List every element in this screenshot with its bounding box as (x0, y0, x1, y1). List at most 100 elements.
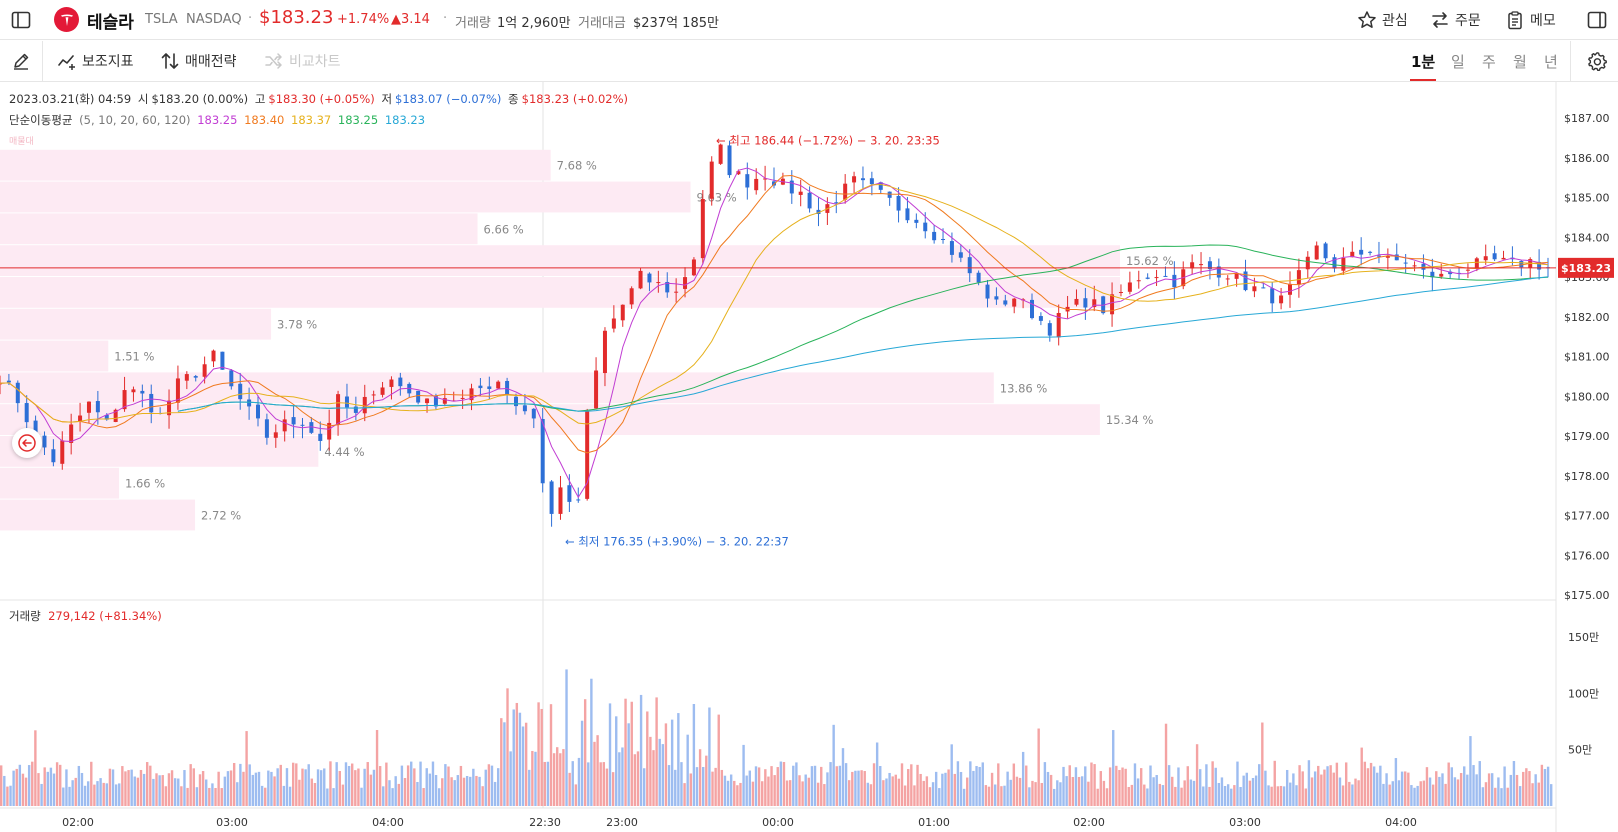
volume-bar (1531, 783, 1534, 806)
candle-body (949, 241, 954, 255)
volume-bar (388, 780, 391, 806)
volume-bar (978, 766, 981, 806)
period-tab-1min[interactable]: 1분 (1411, 53, 1436, 71)
right-panel-toggle-icon[interactable] (1585, 8, 1609, 32)
candle-body (1243, 271, 1248, 291)
volume-bar (1065, 776, 1068, 806)
volume-bar (910, 764, 913, 806)
price-chart[interactable]: 7.68 %9.63 %6.66 %15.62 %3.78 %1.51 %13.… (0, 82, 1618, 832)
gear-icon[interactable] (1585, 49, 1609, 73)
strategy-button[interactable]: 매매전략 (161, 50, 237, 72)
volume-bar (1534, 774, 1537, 806)
volume-bar (1233, 785, 1236, 806)
volume-bar (518, 712, 522, 806)
candle-body (389, 379, 394, 387)
volume-bar (692, 704, 696, 806)
time-axis-tick: 22:30 (529, 816, 561, 829)
volume-bar (1267, 785, 1270, 806)
current-price: $183.23 (259, 7, 334, 28)
volume-bar (1360, 747, 1363, 806)
volume-bar (1108, 767, 1112, 806)
period-tab-year[interactable]: 년 (1544, 53, 1558, 71)
volume-bar (1018, 777, 1022, 806)
ma5-value: 183.25 (197, 113, 238, 127)
volume-bar (1217, 782, 1221, 806)
volume-bar (1028, 787, 1031, 806)
volume-bar (894, 774, 897, 806)
volume-bar (149, 765, 152, 806)
volume-bar (863, 771, 866, 806)
candle-body (327, 422, 332, 440)
candle-body (763, 178, 768, 180)
volume-bar (925, 776, 929, 806)
volume-bar (615, 716, 618, 806)
volume-bar (1419, 781, 1422, 806)
candle-body (638, 270, 643, 289)
volume-bar (782, 761, 786, 806)
volume-bar (1226, 784, 1230, 806)
volume-bar (1500, 788, 1503, 806)
candle-body (353, 406, 358, 413)
volume-bar (565, 669, 568, 806)
volume-bar (1189, 779, 1193, 806)
candle-body (256, 404, 260, 419)
volume-bar (897, 778, 901, 806)
volume-bar (1484, 782, 1488, 806)
period-tab-month[interactable]: 월 (1513, 53, 1527, 71)
volume-bar (192, 768, 195, 806)
volume-bar (139, 769, 143, 806)
candle-body (1030, 299, 1034, 319)
volume-bar (779, 761, 783, 806)
candle-body (896, 195, 901, 211)
memo-button[interactable]: 메모 (1505, 8, 1556, 32)
volume-profile-bar (0, 404, 1100, 435)
volume-bar (969, 761, 972, 806)
volume-bar (950, 744, 953, 806)
volume-profile-label: 15.62 % (1126, 254, 1174, 268)
volume-bar (1382, 783, 1385, 806)
volume-bar (385, 762, 388, 806)
volume-bar (1180, 787, 1183, 806)
volume-bar (18, 764, 22, 806)
volume-bar (37, 773, 40, 806)
volume-bar (832, 724, 835, 806)
candle-body (336, 394, 341, 425)
volume-bar (173, 778, 177, 806)
volume-bar (1127, 786, 1130, 806)
volume-bar (394, 776, 397, 806)
volume-bar (1515, 774, 1519, 806)
candle-body (131, 389, 136, 393)
candle-body (798, 191, 803, 195)
indicators-button[interactable]: 보조지표 (58, 50, 134, 72)
volume-bar (757, 767, 761, 806)
watchlist-button[interactable]: 관심 (1357, 8, 1408, 32)
volume-bar (344, 762, 348, 806)
time-axis-tick: 00:00 (762, 816, 794, 829)
volume-bar (664, 723, 668, 806)
volume-bar (1379, 765, 1382, 806)
volume-bar (804, 774, 807, 806)
candle-body (878, 182, 883, 190)
left-panel-toggle-icon[interactable] (9, 8, 33, 32)
volume-bar (229, 770, 233, 806)
volume-bar (1248, 780, 1252, 806)
volume-bar (1149, 765, 1152, 806)
volume-bar (524, 722, 528, 806)
candle-body (229, 370, 234, 387)
scroll-back-button[interactable] (12, 428, 42, 458)
volume-profile-bar (0, 245, 1120, 276)
candle-body (834, 202, 839, 204)
volume-profile-bar (0, 436, 319, 467)
volume-bar (1463, 766, 1466, 806)
period-tab-week[interactable]: 주 (1482, 53, 1496, 71)
volume-bar (273, 776, 276, 806)
order-button[interactable]: 주문 (1430, 8, 1481, 32)
compare-chart-button[interactable]: 비교차트 (265, 50, 341, 72)
volume-bar (46, 771, 49, 806)
volume-bar (770, 766, 773, 806)
period-tab-day[interactable]: 일 (1451, 53, 1465, 71)
candle-body (576, 499, 581, 501)
draw-pencil-icon[interactable] (9, 49, 33, 73)
volume-bar (708, 707, 711, 806)
volume-bar (1096, 788, 1099, 806)
